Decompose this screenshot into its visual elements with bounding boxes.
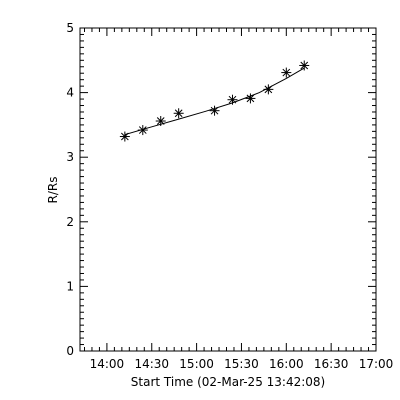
x-tick-label: 15:30: [224, 357, 259, 371]
y-tick-label: 0: [66, 344, 74, 358]
x-tick-label: 15:00: [179, 357, 214, 371]
data-point: [209, 105, 220, 116]
data-point: [119, 131, 130, 142]
y-tick-label: 1: [66, 279, 74, 293]
x-tick-label: 16:00: [269, 357, 304, 371]
data-points: [119, 60, 310, 142]
x-tick-label: 16:30: [314, 357, 349, 371]
fit-line: [124, 67, 305, 136]
y-axis-label: R/Rs: [46, 177, 60, 204]
x-tick-label: 14:00: [90, 357, 125, 371]
data-point: [299, 60, 310, 71]
y-tick-label: 3: [66, 150, 74, 164]
y-tick-label: 2: [66, 215, 74, 229]
data-point: [137, 125, 148, 136]
x-tick-label: 17:00: [359, 357, 394, 371]
data-point: [263, 84, 274, 95]
data-point: [281, 67, 292, 78]
axis-tick-labels: 14:00 14:30 15:00 15:30 16:00 16:30 17:00 0 1 2 3 4…: [66, 21, 393, 371]
y-tick-label: 4: [66, 86, 74, 100]
axis-ticks: [80, 27, 377, 352]
data-point: [155, 116, 166, 127]
y-tick-label: 5: [66, 21, 74, 35]
data-point: [227, 94, 238, 105]
plot-frame: [79, 27, 377, 352]
data-point: [173, 108, 184, 119]
x-axis-label: Start Time (02-Mar-25 13:42:08): [131, 375, 325, 389]
data-point: [245, 93, 256, 104]
x-tick-label: 14:30: [134, 357, 169, 371]
